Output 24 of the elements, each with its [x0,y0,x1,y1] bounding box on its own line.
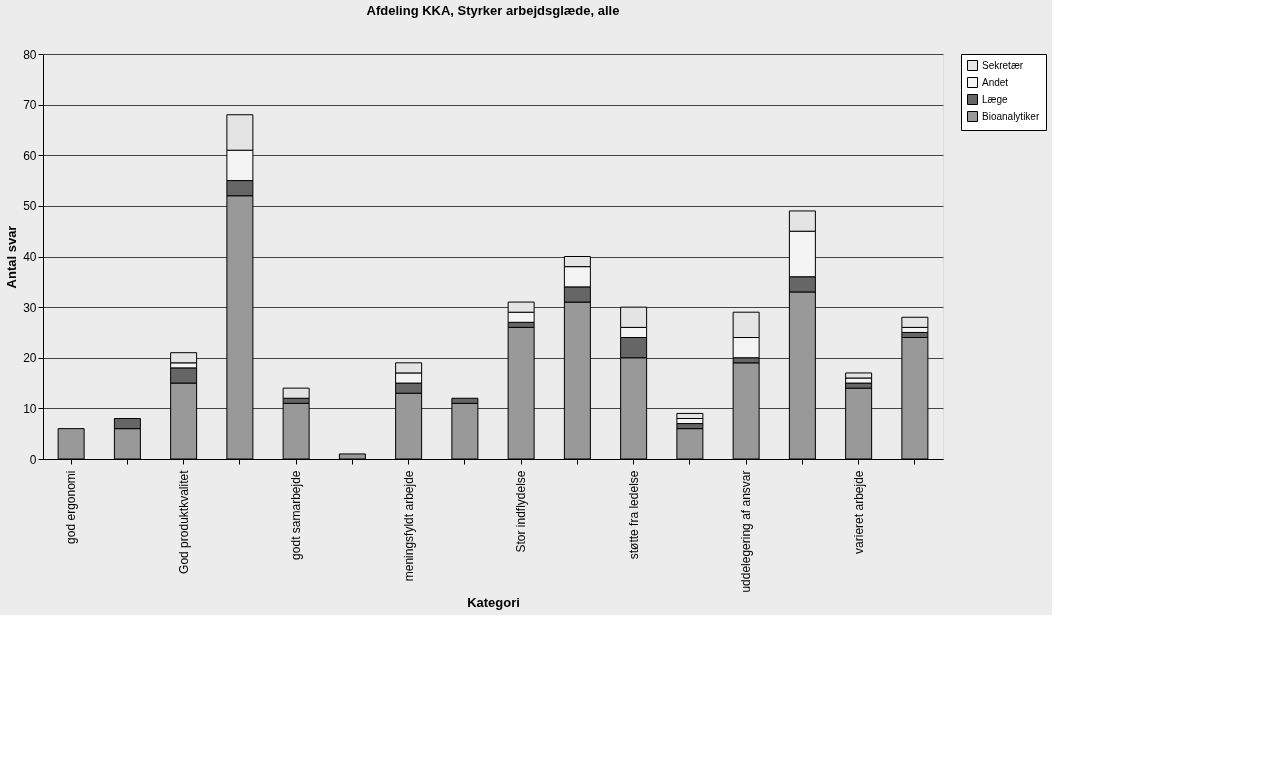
y-tick-label: 80 [23,47,37,62]
legend-label: Andet [982,76,1009,88]
legend-label: Sekretær [982,59,1024,71]
x-tick-label: god ergonomi [64,470,79,544]
legend-label: Bioanalytiker [982,110,1040,122]
y-tick-label: 70 [23,98,37,113]
x-tick-label: meningsfyldt arbejde [401,470,416,582]
x-tick-label: godt samarbejde [289,470,304,560]
y-tick-label: 10 [23,401,37,416]
y-tick-label: 50 [23,199,37,214]
x-tick-label: støtte fra ledelse [626,470,641,560]
x-axis-title: Kategori [467,594,520,610]
y-tick-label: 30 [23,300,37,315]
chart-title: Afdeling KKA, Styrker arbejdsglæde, alle [366,3,620,18]
x-tick-label: Stor indflydelse [514,470,529,553]
y-axis-title: Antal svar [4,225,20,289]
y-tick-label: 0 [29,452,37,467]
y-tick-label: 20 [23,351,37,366]
x-tick-label: varieret arbejde [851,470,866,554]
y-tick-label: 60 [23,148,37,163]
x-tick-label: uddelegering af ansvar [739,470,754,593]
legend-label: Læge [982,93,1009,105]
y-tick-label: 40 [23,250,37,264]
x-tick-label: God produktkvalitet [176,469,191,574]
